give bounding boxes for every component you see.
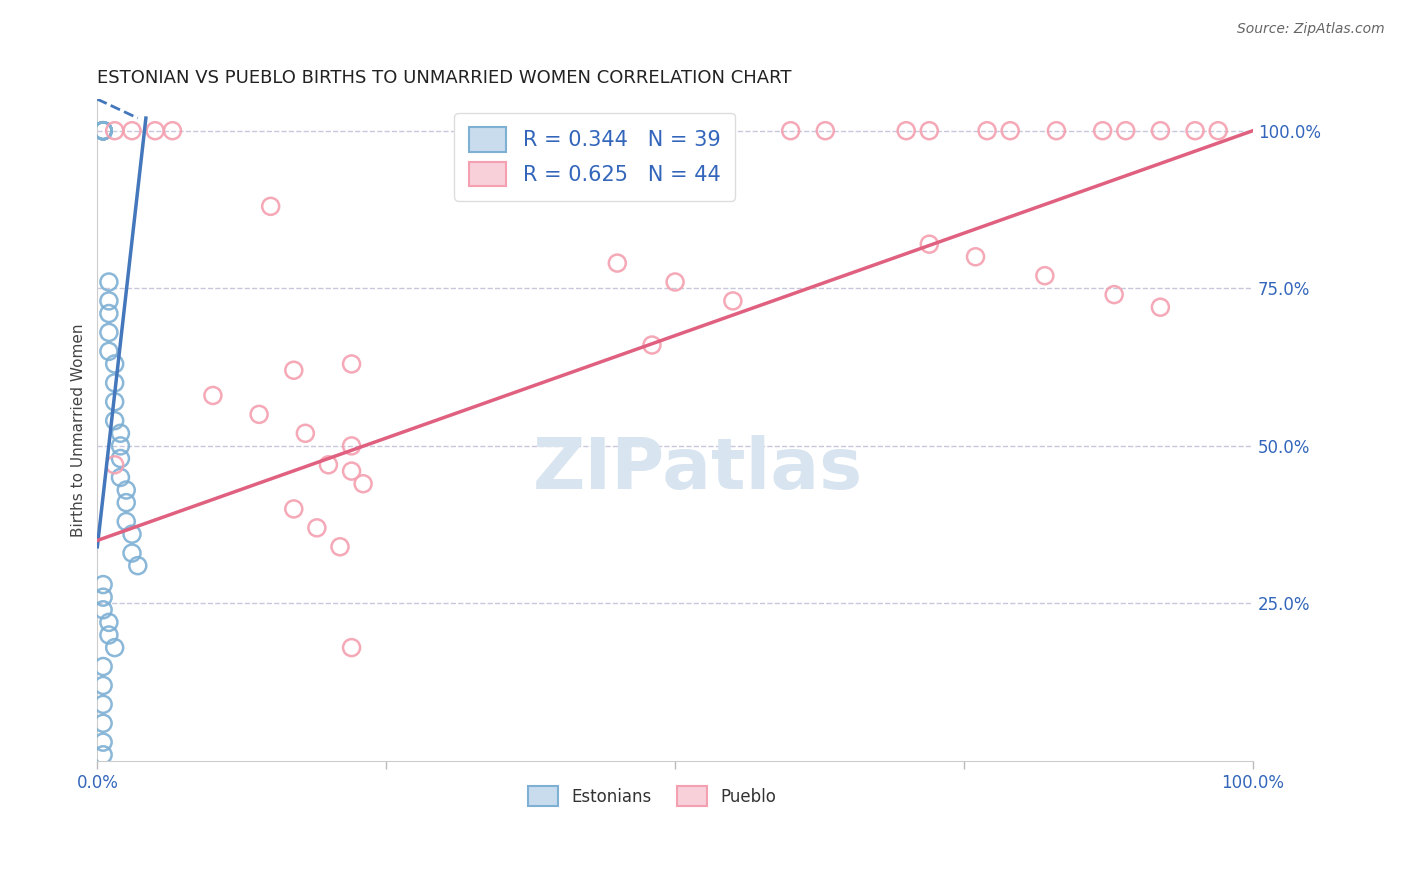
Point [896, 124, 918, 138]
Point [641, 338, 664, 352]
Point [918, 124, 941, 138]
Point [91, 124, 114, 138]
Point [104, 458, 127, 472]
Point [115, 483, 138, 497]
Point [97, 344, 120, 359]
Point [340, 439, 363, 453]
Point [779, 124, 801, 138]
Point [91, 735, 114, 749]
Point [97, 293, 120, 308]
Point [721, 293, 744, 308]
Point [121, 527, 143, 541]
Point [318, 458, 340, 472]
Point [976, 124, 998, 138]
Point [162, 124, 184, 138]
Point [305, 521, 328, 535]
Point [998, 124, 1021, 138]
Point [91, 124, 114, 138]
Point [91, 603, 114, 617]
Point [110, 439, 132, 453]
Point [127, 558, 149, 573]
Point [201, 388, 224, 402]
Point [104, 414, 127, 428]
Point [965, 250, 987, 264]
Point [91, 124, 114, 138]
Point [97, 326, 120, 340]
Point [571, 124, 593, 138]
Point [91, 577, 114, 591]
Point [283, 502, 305, 516]
Point [340, 357, 363, 371]
Point [104, 357, 127, 371]
Point [1102, 287, 1125, 301]
Point [91, 747, 114, 762]
Point [115, 495, 138, 509]
Point [1033, 268, 1056, 283]
Point [97, 615, 120, 630]
Point [664, 275, 686, 289]
Point [115, 515, 138, 529]
Point [1184, 124, 1206, 138]
Point [595, 124, 617, 138]
Point [1045, 124, 1067, 138]
Point [283, 363, 305, 377]
Point [121, 546, 143, 560]
Point [91, 124, 114, 138]
Point [1206, 124, 1229, 138]
Point [260, 199, 283, 213]
Point [1091, 124, 1114, 138]
Point [97, 628, 120, 642]
Point [329, 540, 352, 554]
Point [104, 394, 127, 409]
Point [91, 590, 114, 604]
Point [104, 376, 127, 390]
Text: ZIPatlas: ZIPatlas [533, 435, 863, 504]
Text: Source: ZipAtlas.com: Source: ZipAtlas.com [1237, 22, 1385, 37]
Point [294, 426, 316, 441]
Legend: Estonians, Pueblo: Estonians, Pueblo [522, 780, 783, 813]
Point [606, 256, 628, 270]
Point [104, 640, 127, 655]
Point [110, 470, 132, 484]
Point [91, 124, 114, 138]
Point [918, 237, 941, 252]
Point [110, 451, 132, 466]
Point [352, 476, 374, 491]
Point [104, 124, 127, 138]
Point [1115, 124, 1137, 138]
Y-axis label: Births to Unmarried Women: Births to Unmarried Women [72, 324, 86, 537]
Point [247, 408, 270, 422]
Point [91, 124, 114, 138]
Text: ESTONIAN VS PUEBLO BIRTHS TO UNMARRIED WOMEN CORRELATION CHART: ESTONIAN VS PUEBLO BIRTHS TO UNMARRIED W… [97, 69, 792, 87]
Point [814, 124, 837, 138]
Point [340, 464, 363, 478]
Point [143, 124, 166, 138]
Point [91, 678, 114, 692]
Point [91, 698, 114, 712]
Point [1149, 124, 1171, 138]
Point [91, 659, 114, 673]
Point [91, 716, 114, 731]
Point [121, 124, 143, 138]
Point [91, 124, 114, 138]
Point [97, 306, 120, 320]
Point [110, 426, 132, 441]
Point [617, 124, 640, 138]
Point [1149, 300, 1171, 314]
Point [340, 640, 363, 655]
Point [526, 124, 548, 138]
Point [97, 275, 120, 289]
Point [91, 124, 114, 138]
